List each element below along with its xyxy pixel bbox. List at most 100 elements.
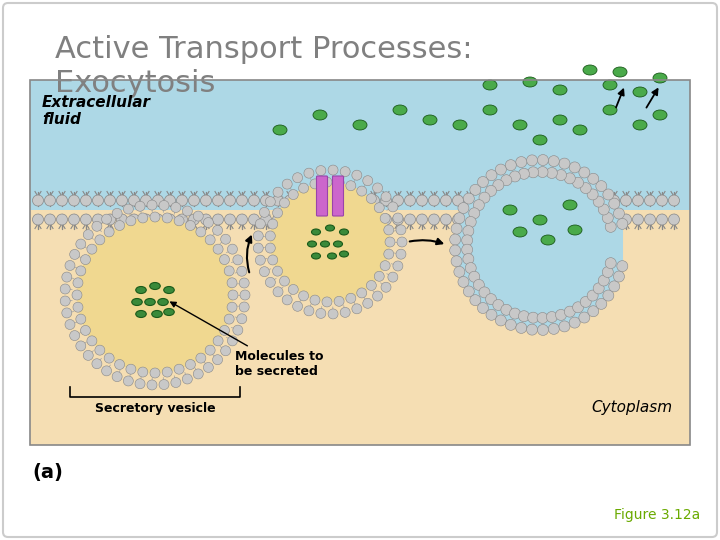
Circle shape <box>396 225 406 235</box>
Ellipse shape <box>136 310 146 318</box>
Circle shape <box>239 278 249 288</box>
Circle shape <box>477 302 488 314</box>
Circle shape <box>464 214 475 225</box>
Circle shape <box>470 295 481 306</box>
Circle shape <box>564 173 575 184</box>
Circle shape <box>458 202 469 213</box>
Ellipse shape <box>312 229 320 235</box>
Circle shape <box>572 195 583 206</box>
Circle shape <box>237 314 247 324</box>
Ellipse shape <box>313 110 327 120</box>
Ellipse shape <box>613 67 627 77</box>
Circle shape <box>334 296 344 306</box>
Circle shape <box>212 355 222 365</box>
Circle shape <box>564 306 575 317</box>
Circle shape <box>87 244 97 254</box>
Circle shape <box>452 214 464 225</box>
Circle shape <box>593 196 604 207</box>
Circle shape <box>428 195 439 206</box>
Circle shape <box>81 195 91 206</box>
Ellipse shape <box>513 227 527 237</box>
Ellipse shape <box>273 125 287 135</box>
Circle shape <box>596 214 608 225</box>
Circle shape <box>212 225 222 235</box>
Circle shape <box>579 312 590 323</box>
Circle shape <box>73 302 83 312</box>
Circle shape <box>477 177 488 187</box>
Circle shape <box>473 279 485 291</box>
Circle shape <box>268 219 278 229</box>
Circle shape <box>261 214 271 225</box>
Circle shape <box>556 170 567 180</box>
Circle shape <box>248 195 259 206</box>
Circle shape <box>138 213 148 223</box>
Circle shape <box>203 362 213 373</box>
Circle shape <box>95 235 105 245</box>
Ellipse shape <box>553 85 567 95</box>
Circle shape <box>352 304 362 314</box>
Circle shape <box>213 336 223 346</box>
Circle shape <box>477 195 487 206</box>
Circle shape <box>68 195 79 206</box>
Circle shape <box>537 325 549 335</box>
Circle shape <box>416 195 428 206</box>
Circle shape <box>123 204 133 214</box>
Circle shape <box>587 290 598 301</box>
Circle shape <box>228 290 238 300</box>
Ellipse shape <box>307 241 317 247</box>
Circle shape <box>385 237 395 247</box>
Circle shape <box>62 308 72 318</box>
Circle shape <box>239 302 249 312</box>
Circle shape <box>470 184 481 195</box>
Circle shape <box>549 156 559 167</box>
Circle shape <box>328 309 338 319</box>
Circle shape <box>363 176 373 186</box>
Circle shape <box>233 325 243 335</box>
Circle shape <box>310 295 320 305</box>
FancyBboxPatch shape <box>30 80 690 210</box>
Circle shape <box>488 214 500 225</box>
Circle shape <box>102 214 112 224</box>
Circle shape <box>369 195 379 206</box>
Circle shape <box>45 214 55 225</box>
Circle shape <box>205 235 215 245</box>
Circle shape <box>369 214 379 225</box>
Ellipse shape <box>533 135 547 145</box>
Ellipse shape <box>523 77 537 87</box>
Circle shape <box>560 214 572 225</box>
Circle shape <box>397 237 407 247</box>
Circle shape <box>366 280 377 291</box>
Circle shape <box>549 195 559 206</box>
Circle shape <box>486 170 497 181</box>
Circle shape <box>248 214 259 225</box>
Circle shape <box>162 213 172 223</box>
Circle shape <box>200 214 212 225</box>
Circle shape <box>273 266 282 276</box>
Circle shape <box>381 192 391 202</box>
Circle shape <box>68 214 79 225</box>
Ellipse shape <box>132 299 143 306</box>
Circle shape <box>334 178 344 188</box>
FancyBboxPatch shape <box>333 176 343 216</box>
Circle shape <box>536 195 547 206</box>
Circle shape <box>608 214 619 225</box>
Circle shape <box>505 160 516 171</box>
Text: Secretory vesicle: Secretory vesicle <box>95 402 215 415</box>
Ellipse shape <box>633 87 647 97</box>
Circle shape <box>92 214 104 225</box>
Circle shape <box>593 283 604 294</box>
Circle shape <box>81 214 91 225</box>
Circle shape <box>220 254 230 265</box>
Circle shape <box>458 276 469 287</box>
Circle shape <box>284 195 295 206</box>
Circle shape <box>380 261 390 271</box>
Ellipse shape <box>145 299 156 306</box>
Circle shape <box>579 167 590 178</box>
Circle shape <box>95 345 105 355</box>
Circle shape <box>469 271 480 282</box>
Circle shape <box>182 374 192 384</box>
Circle shape <box>381 282 391 292</box>
Circle shape <box>76 266 86 276</box>
Circle shape <box>174 364 184 374</box>
Circle shape <box>117 195 127 206</box>
